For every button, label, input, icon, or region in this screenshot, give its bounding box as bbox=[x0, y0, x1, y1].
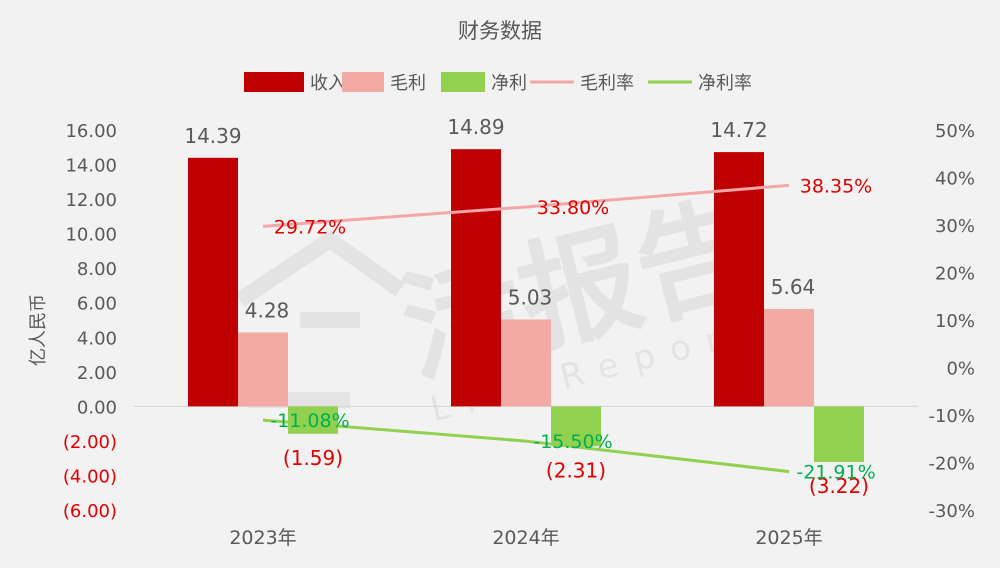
bar bbox=[238, 332, 288, 407]
left-tick-label: (6.00) bbox=[63, 501, 117, 522]
bar bbox=[188, 157, 238, 407]
line-value-label: 33.80% bbox=[537, 197, 609, 219]
bar bbox=[764, 308, 814, 407]
right-tick-label: 10% bbox=[935, 311, 975, 332]
legend-swatch bbox=[441, 72, 485, 92]
left-tick-label: 4.00 bbox=[77, 328, 117, 349]
line-value-label: -21.91% bbox=[796, 462, 875, 484]
data-labels: 14.39 14.89 14.72 4.28 5.03 5.64 (1.59) (2.31) (… bbox=[184, 115, 875, 498]
right-tick-label: 50% bbox=[935, 121, 975, 142]
right-tick-label: 40% bbox=[935, 169, 975, 190]
series-line bbox=[262, 418, 790, 474]
right-tick-label: 30% bbox=[935, 216, 975, 237]
bar bbox=[714, 152, 764, 407]
line-value-label: 38.35% bbox=[800, 175, 872, 197]
right-tick-label: 0% bbox=[946, 359, 975, 380]
left-axis-ticks: 16.00 14.00 12.00 10.00 8.00 6.00 4.00 2.00 0.00… bbox=[63, 121, 117, 522]
line-value-label: 29.72% bbox=[274, 216, 346, 238]
bar-value-label: 5.64 bbox=[771, 275, 816, 299]
bar bbox=[451, 149, 501, 407]
right-tick-label: -10% bbox=[928, 406, 975, 427]
chart-title: 财务数据 bbox=[458, 19, 542, 43]
right-tick-label: -30% bbox=[928, 501, 975, 522]
bar bbox=[814, 406, 864, 462]
left-tick-label: (2.00) bbox=[63, 432, 117, 453]
left-tick-label: 2.00 bbox=[77, 363, 117, 384]
x-tick-label: 2025年 bbox=[755, 527, 822, 549]
left-tick-label: 0.00 bbox=[77, 397, 117, 418]
bars bbox=[188, 149, 864, 462]
bar bbox=[501, 319, 551, 407]
left-tick-label: 16.00 bbox=[65, 121, 117, 142]
right-tick-label: 20% bbox=[935, 264, 975, 285]
left-tick-label: 8.00 bbox=[77, 259, 117, 280]
left-tick-label: 6.00 bbox=[77, 294, 117, 315]
right-tick-label: -20% bbox=[928, 454, 975, 475]
bar-value-label: 14.72 bbox=[710, 118, 767, 142]
bar bbox=[551, 406, 601, 447]
left-tick-label: (4.00) bbox=[63, 466, 117, 487]
left-tick-label: 14.00 bbox=[65, 156, 117, 177]
y-axis-label: 亿人民币 bbox=[28, 294, 49, 366]
legend-swatch bbox=[342, 72, 384, 92]
bar bbox=[288, 406, 338, 434]
bar-value-label: 4.28 bbox=[245, 298, 290, 322]
lines bbox=[262, 183, 790, 474]
bar-value-label: 14.39 bbox=[184, 124, 241, 148]
legend-label: 净利率 bbox=[698, 73, 752, 94]
bar-value-label: 5.03 bbox=[508, 285, 553, 309]
bar-value-label: (2.31) bbox=[546, 458, 606, 482]
legend-swatch bbox=[244, 72, 304, 92]
bar-value-label: (3.22) bbox=[809, 474, 869, 498]
legend-label: 收入 bbox=[310, 73, 346, 94]
bar-value-label: 14.89 bbox=[447, 115, 504, 139]
x-tick-label: 2024年 bbox=[492, 527, 559, 549]
x-axis-ticks: 2023年 2024年 2025年 bbox=[229, 527, 822, 549]
legend: 收入 毛利 净利 毛利率 净利率 bbox=[244, 72, 752, 94]
legend-label: 毛利 bbox=[390, 73, 426, 94]
legend-label: 净利 bbox=[491, 73, 527, 94]
left-tick-label: 10.00 bbox=[65, 225, 117, 246]
line-value-label: -11.08% bbox=[270, 410, 349, 432]
line-value-label: -15.50% bbox=[533, 431, 612, 453]
x-tick-label: 2023年 bbox=[229, 527, 296, 549]
bar-value-label: (1.59) bbox=[283, 446, 343, 470]
right-axis-ticks: 50% 40% 30% 20% 10% 0% -10% -20% -30% bbox=[928, 121, 975, 522]
left-tick-label: 12.00 bbox=[65, 190, 117, 211]
series-line bbox=[262, 183, 790, 228]
legend-label: 毛利率 bbox=[580, 73, 634, 94]
